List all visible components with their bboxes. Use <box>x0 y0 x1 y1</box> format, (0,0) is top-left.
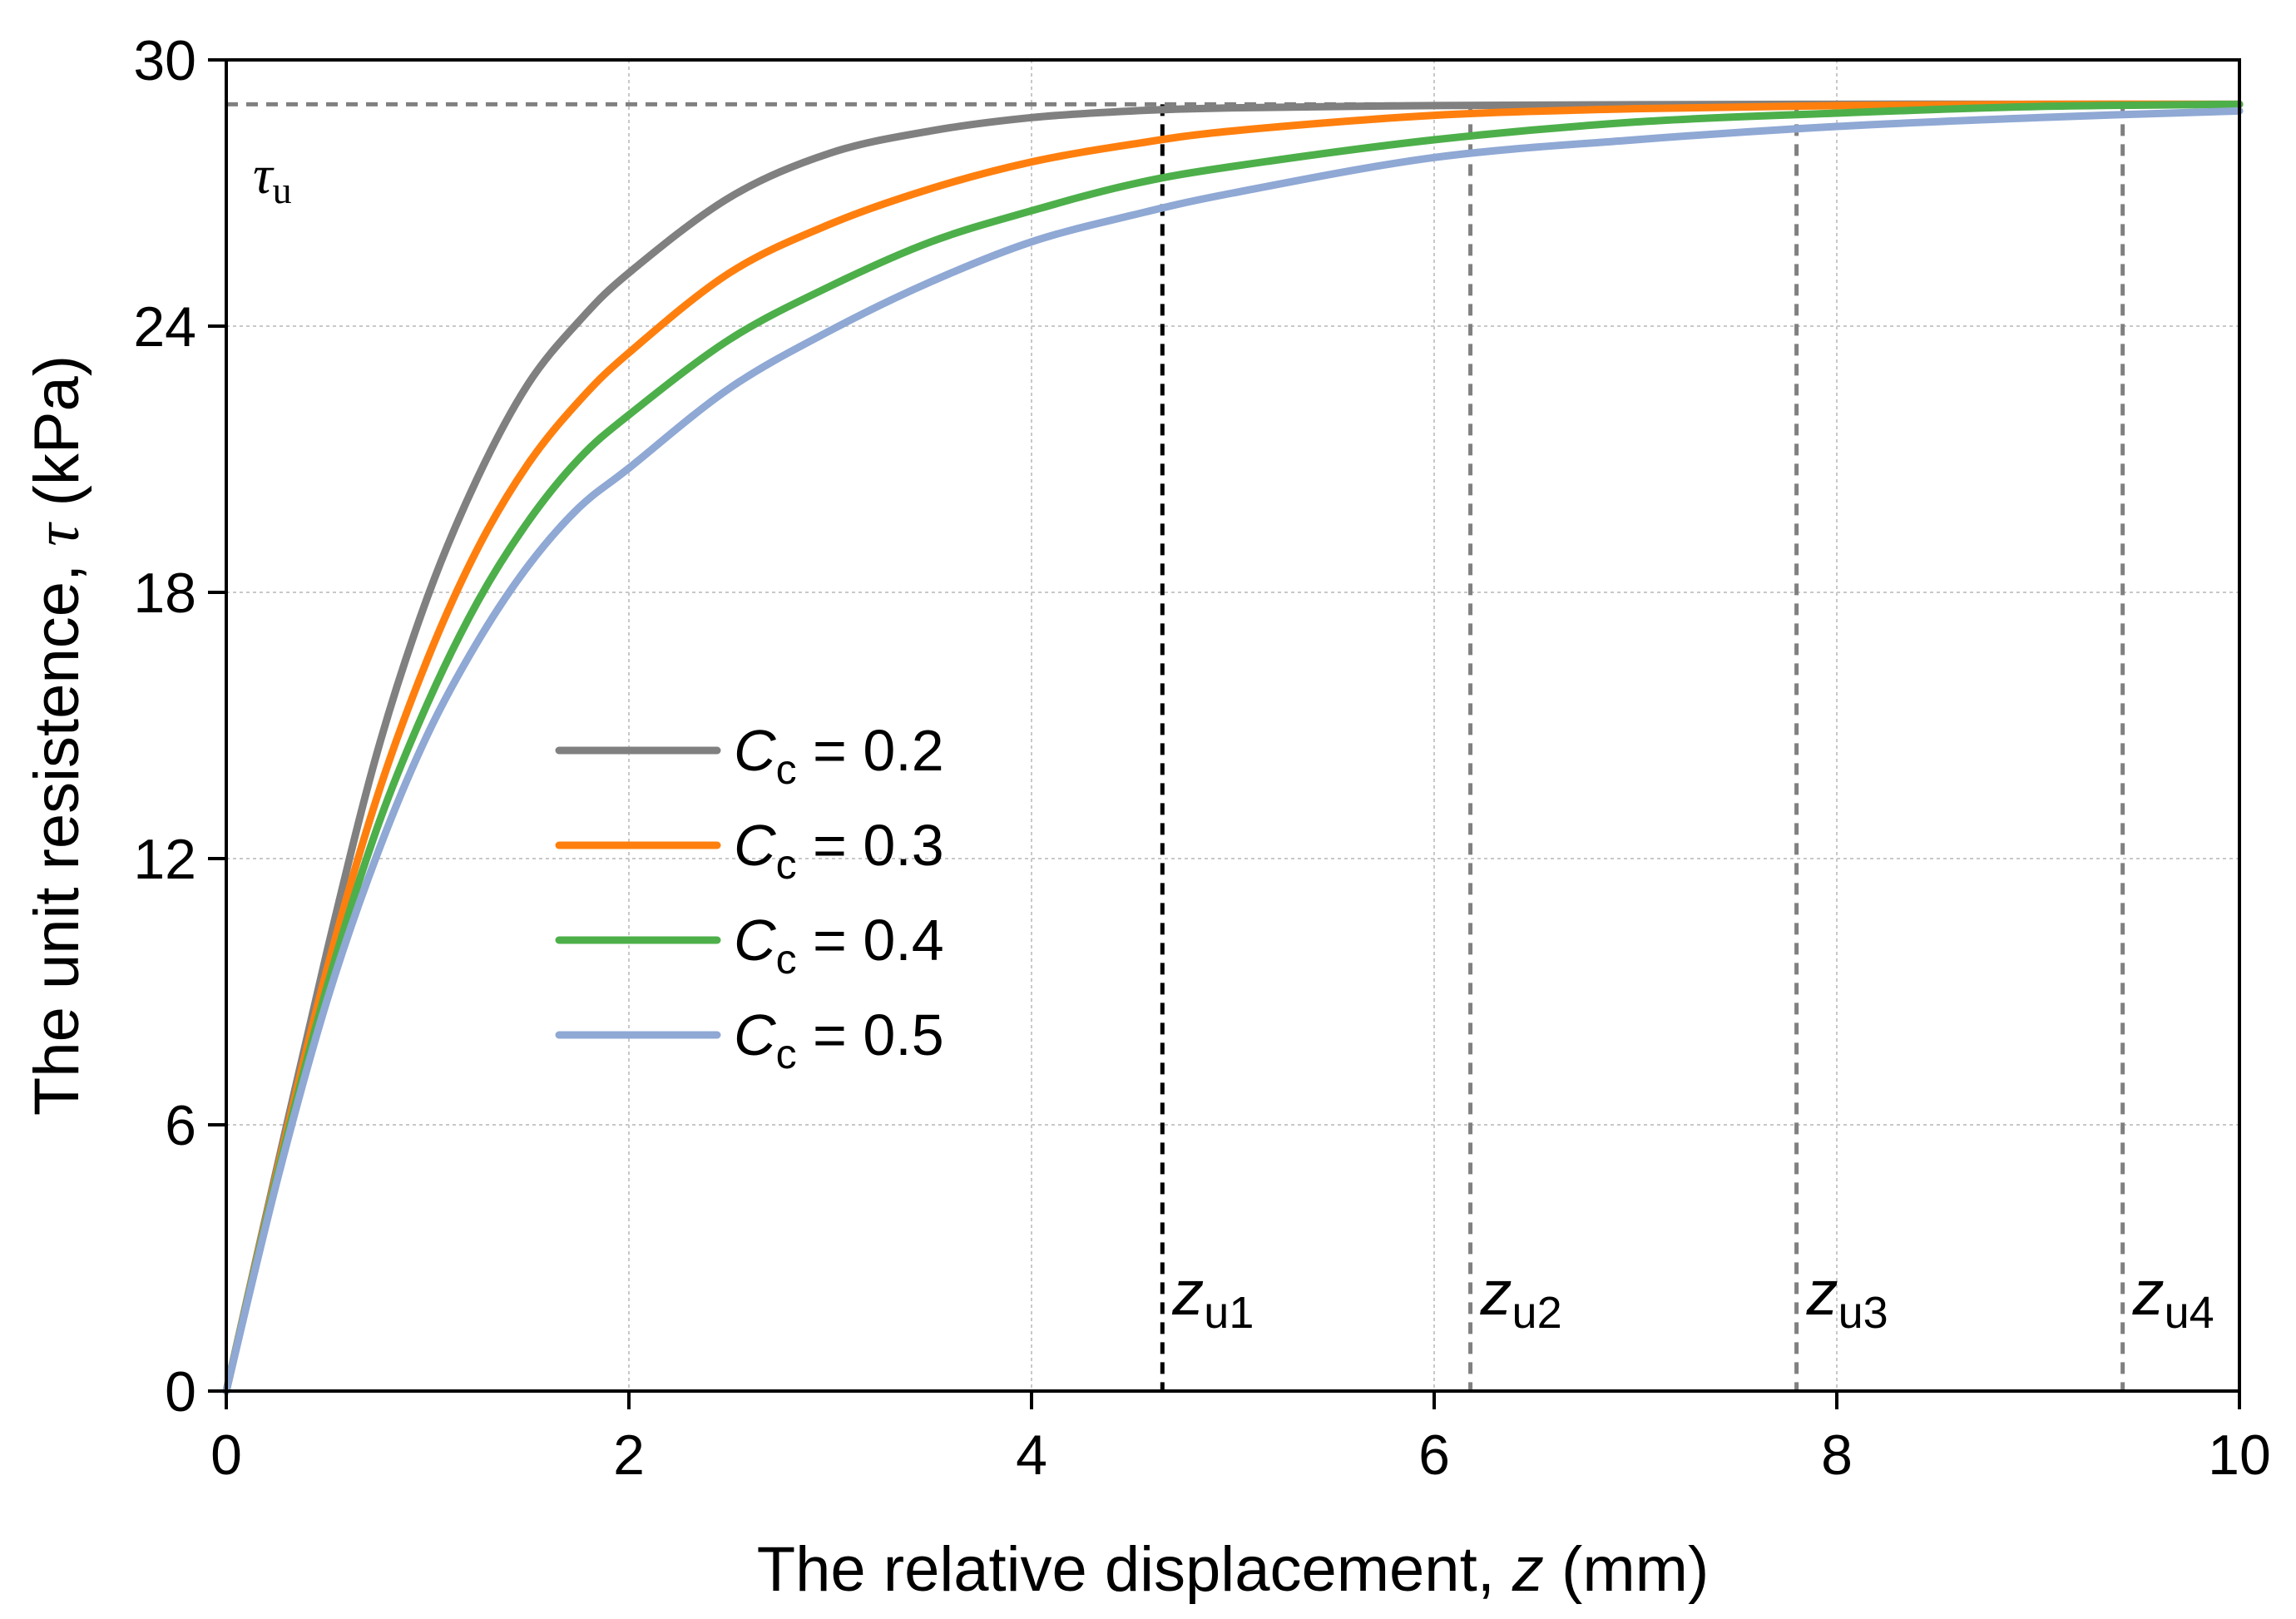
marker-label-u4: zu4 <box>2132 1258 2214 1338</box>
tau-u-label: τu <box>253 145 292 211</box>
series-line-2 <box>222 100 2244 1395</box>
y-tick-label: 18 <box>133 562 196 625</box>
legend-label-symbol: C <box>734 908 776 973</box>
legend-label-value: = 0.5 <box>797 1003 944 1067</box>
y-axis-label-prefix: The unit resistence, <box>22 547 92 1116</box>
marker-lines <box>1160 104 2125 1391</box>
legend-label-2: Cc = 0.3 <box>734 813 944 888</box>
tau-u-subscript: u <box>273 169 292 211</box>
legend-label-symbol: C <box>734 813 776 878</box>
marker-label-subscript: u3 <box>1838 1288 1888 1338</box>
x-axis-label-prefix: The relative displacement, <box>757 1534 1512 1605</box>
legend-label-4: Cc = 0.5 <box>734 1003 944 1077</box>
legend-label-value: = 0.2 <box>797 718 944 783</box>
y-axis-label: The unit resistence, τ (kPa) <box>22 355 92 1116</box>
y-tick-label: 30 <box>133 29 196 92</box>
legend-label-value: = 0.3 <box>797 813 944 878</box>
x-tick-label: 2 <box>613 1423 645 1487</box>
marker-label-subscript: u4 <box>2165 1288 2214 1338</box>
marker-label-symbol: z <box>1480 1258 1512 1329</box>
x-tick-label: 10 <box>2208 1423 2271 1487</box>
series-line-3 <box>222 100 2244 1395</box>
legend: Cc = 0.2Cc = 0.3Cc = 0.4Cc = 0.5 <box>555 718 944 1077</box>
y-tick-label: 24 <box>133 295 196 359</box>
legend-label-symbol: C <box>734 1003 776 1067</box>
marker-label-u2: zu2 <box>1480 1258 1562 1338</box>
x-tick-label: 0 <box>210 1423 242 1487</box>
plot-frame <box>225 58 2241 1393</box>
grid <box>226 60 2239 1391</box>
y-axis-label-symbol: τ <box>22 522 92 547</box>
legend-label-1: Cc = 0.2 <box>734 718 944 793</box>
marker-label-subscript: u1 <box>1204 1288 1254 1338</box>
x-axis-label-suffix: (mm) <box>1544 1534 1709 1605</box>
x-axis-label-symbol: z <box>1512 1534 1544 1605</box>
legend-label-3: Cc = 0.4 <box>734 908 944 983</box>
y-tick-label: 12 <box>133 828 196 891</box>
y-axis-label-suffix: (kPa) <box>22 355 92 524</box>
tau-u-symbol: τ <box>253 145 275 205</box>
legend-label-subscript: c <box>776 746 797 793</box>
legend-label-symbol: C <box>734 718 776 783</box>
legend-label-value: = 0.4 <box>797 908 944 973</box>
marker-label-symbol: z <box>1171 1258 1204 1329</box>
series-line-1 <box>222 100 2244 1395</box>
series-line-4 <box>222 106 2244 1395</box>
legend-label-subscript: c <box>776 1031 797 1077</box>
x-axis-label: The relative displacement, z (mm) <box>757 1534 1710 1605</box>
legend-label-subscript: c <box>776 841 797 888</box>
y-tick-label: 0 <box>165 1360 196 1423</box>
x-tick-label: 8 <box>1821 1423 1853 1487</box>
x-tick-label: 4 <box>1016 1423 1047 1487</box>
marker-label-symbol: z <box>1806 1258 1838 1329</box>
marker-label-subscript: u2 <box>1512 1288 1562 1338</box>
legend-label-subscript: c <box>776 936 797 983</box>
y-tick-label: 6 <box>165 1094 196 1157</box>
x-tick-label: 6 <box>1418 1423 1450 1487</box>
marker-label-symbol: z <box>2132 1258 2165 1329</box>
marker-label-u1: zu1 <box>1171 1258 1254 1338</box>
series-lines <box>222 100 2244 1395</box>
marker-label-u3: zu3 <box>1806 1258 1888 1338</box>
